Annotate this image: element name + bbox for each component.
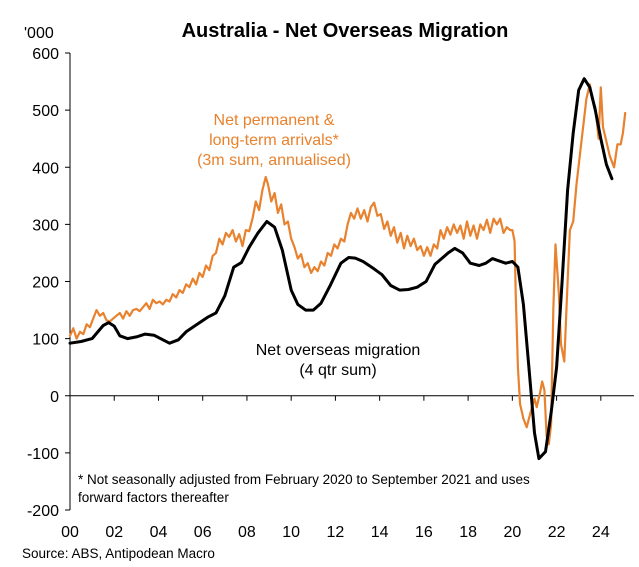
footnote-line-1: * Not seasonally adjusted from February …: [78, 472, 530, 487]
nom-label-line-1: Net overseas migration: [256, 342, 421, 359]
x-tick-label: 14: [371, 524, 389, 541]
y-unit-label: '000: [24, 25, 54, 42]
x-axis-ticks: 00 02 04 06 08 10 12 14 16 18 20 22 24: [61, 395, 610, 541]
x-tick-label: 06: [194, 524, 212, 541]
x-tick-label: 20: [503, 524, 521, 541]
source-note: Source: ABS, Antipodean Macro: [22, 546, 215, 561]
x-tick-label: 02: [105, 524, 123, 541]
y-tick-label: 0: [50, 389, 59, 406]
chart-title: Australia - Net Overseas Migration: [182, 20, 509, 42]
arrivals-label-line-2: long-term arrivals*: [209, 132, 339, 149]
arrivals-label-line-3: (3m sum, annualised): [197, 152, 351, 169]
y-tick-label: 300: [32, 217, 59, 234]
y-axis-ticks: -200 -100 0 100 200 300 400 500 600: [27, 46, 70, 520]
x-tick-label: 18: [459, 524, 477, 541]
y-tick-label: -100: [27, 446, 59, 463]
x-tick-label: 16: [415, 524, 433, 541]
series-lines: [68, 77, 627, 461]
nom-line: [68, 77, 614, 461]
x-tick-label: 04: [150, 524, 168, 541]
y-tick-label: 600: [32, 46, 59, 63]
footnote-line-2: forward factors thereafter: [78, 490, 229, 505]
x-tick-label: 22: [548, 524, 566, 541]
arrivals-line: [68, 83, 627, 446]
x-tick-label: 12: [327, 524, 345, 541]
y-tick-label: 100: [32, 332, 59, 349]
x-tick-label: 08: [238, 524, 256, 541]
x-tick-label: 10: [282, 524, 300, 541]
x-tick-label: 24: [592, 524, 610, 541]
y-tick-label: 400: [32, 160, 59, 177]
nom-label-line-2: (4 qtr sum): [299, 362, 376, 379]
arrivals-label-line-1: Net permanent &: [214, 112, 335, 129]
x-tick-label: 00: [61, 524, 79, 541]
y-tick-label: 200: [32, 275, 59, 292]
y-tick-label: 500: [32, 103, 59, 120]
y-tick-label: -200: [27, 503, 59, 520]
